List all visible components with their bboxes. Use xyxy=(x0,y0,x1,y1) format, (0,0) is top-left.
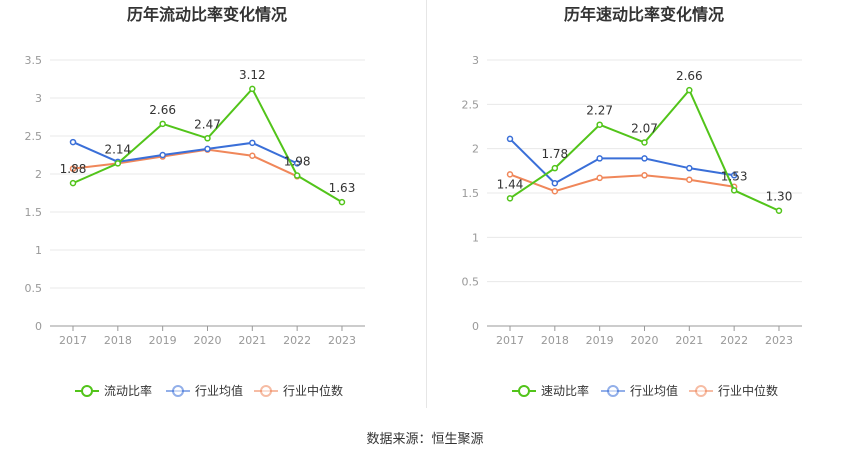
data-point xyxy=(159,120,166,128)
data-point xyxy=(730,172,738,179)
y-tick-label: 3 xyxy=(472,54,479,67)
legend-swatch-marker xyxy=(81,385,93,397)
data-point xyxy=(249,152,256,160)
x-tick-label: 2021 xyxy=(675,334,703,347)
data-point xyxy=(69,165,77,172)
y-tick-label: 3.5 xyxy=(25,54,43,67)
data-label: 2.66 xyxy=(676,69,703,83)
data-point xyxy=(114,160,122,167)
legend-label: 行业中位数 xyxy=(718,383,778,398)
legend-swatch-marker xyxy=(607,385,619,397)
series-line-3 xyxy=(72,148,298,178)
data-point xyxy=(686,176,693,183)
x-tick-label: 2019 xyxy=(586,334,614,347)
data-point xyxy=(596,121,603,128)
x-tick-label: 2021 xyxy=(238,334,266,347)
data-label: 2.27 xyxy=(586,104,613,118)
legend-label: 流动比率 xyxy=(104,383,152,398)
data-label: 2.66 xyxy=(149,103,176,117)
series-line-3 xyxy=(509,173,735,193)
y-tick-label: 0 xyxy=(472,320,479,333)
data-point xyxy=(506,195,514,202)
x-tick-label: 2022 xyxy=(720,334,748,347)
data-point xyxy=(596,155,603,162)
data-label: 1.53 xyxy=(721,169,748,183)
y-tick-label: 1.5 xyxy=(25,206,43,219)
data-point xyxy=(730,187,738,194)
data-point xyxy=(686,164,693,172)
y-tick-label: 1.5 xyxy=(462,187,480,200)
data-point xyxy=(159,151,166,159)
legend-swatch-marker xyxy=(518,385,530,397)
series-line-2 xyxy=(72,141,298,165)
data-point xyxy=(551,187,559,195)
x-tick-label: 2023 xyxy=(765,334,793,347)
chart-panel-2: 历年速动比率变化情况 0 0.5 1 1.5 2 2.5 3 2017 2018 2019 2020 2… xyxy=(462,5,802,398)
data-point xyxy=(249,139,256,147)
data-point xyxy=(551,164,559,172)
chart-title: 历年速动比率变化情况 xyxy=(564,5,724,24)
data-point xyxy=(249,85,256,93)
legend-label: 行业均值 xyxy=(630,383,678,398)
data-label: 1.44 xyxy=(497,177,524,191)
y-tick-label: 1 xyxy=(35,244,42,257)
data-point xyxy=(506,135,514,143)
data-point xyxy=(338,198,346,206)
data-point xyxy=(204,135,211,142)
data-point xyxy=(686,86,693,94)
y-tick-label: 0.5 xyxy=(462,276,480,289)
chart-panel-1: 历年流动比率变化情况 0 0.5 1 1.5 2 2.5 3 3.5 2017 2018 2019 20… xyxy=(25,5,365,398)
data-point xyxy=(641,172,648,179)
data-label: 2.07 xyxy=(631,121,658,135)
x-tick-label: 2023 xyxy=(328,334,356,347)
y-tick-label: 0.5 xyxy=(25,282,43,295)
panel-divider xyxy=(426,0,427,408)
legend-label: 行业均值 xyxy=(195,383,243,398)
data-label: 3.12 xyxy=(239,68,266,82)
data-point xyxy=(641,139,648,146)
x-tick-label: 2019 xyxy=(149,334,177,347)
data-label: 2.14 xyxy=(104,142,131,156)
data-label: 1.98 xyxy=(284,155,311,169)
x-tick-label: 2020 xyxy=(193,334,221,347)
data-point xyxy=(506,171,514,178)
y-tick-label: 2.5 xyxy=(462,98,480,111)
data-point xyxy=(775,207,783,214)
x-tick-label: 2017 xyxy=(496,334,524,347)
data-label: 1.30 xyxy=(766,190,793,204)
data-point xyxy=(551,179,559,187)
series-line-2 xyxy=(509,138,735,185)
data-point xyxy=(596,174,603,182)
legend-swatch-marker xyxy=(172,385,184,397)
legend-label: 行业中位数 xyxy=(283,383,343,398)
x-tick-label: 2017 xyxy=(59,334,87,347)
x-tick-label: 2022 xyxy=(283,334,311,347)
y-tick-label: 2 xyxy=(35,168,42,181)
data-label: 1.88 xyxy=(60,162,87,176)
data-point xyxy=(204,145,211,153)
y-tick-label: 2.5 xyxy=(25,130,43,143)
data-point xyxy=(641,155,648,162)
y-tick-label: 3 xyxy=(35,92,42,105)
data-point xyxy=(293,160,301,167)
y-tick-label: 2 xyxy=(472,143,479,156)
x-tick-label: 2018 xyxy=(104,334,132,347)
y-tick-label: 1 xyxy=(472,231,479,244)
data-point xyxy=(69,138,77,146)
data-label: 1.78 xyxy=(541,147,568,161)
legend-label: 速动比率 xyxy=(541,383,589,398)
chart-title: 历年流动比率变化情况 xyxy=(127,5,287,24)
x-tick-label: 2018 xyxy=(541,334,569,347)
x-tick-label: 2020 xyxy=(630,334,658,347)
data-label: 2.47 xyxy=(194,117,221,131)
legend-swatch-marker xyxy=(260,385,272,397)
data-point xyxy=(69,179,77,187)
y-tick-label: 0 xyxy=(35,320,42,333)
data-point xyxy=(293,172,301,179)
legend-swatch-marker xyxy=(695,385,707,397)
data-label: 1.63 xyxy=(329,181,356,195)
data-source-note: 数据来源：恒生聚源 xyxy=(366,432,484,447)
